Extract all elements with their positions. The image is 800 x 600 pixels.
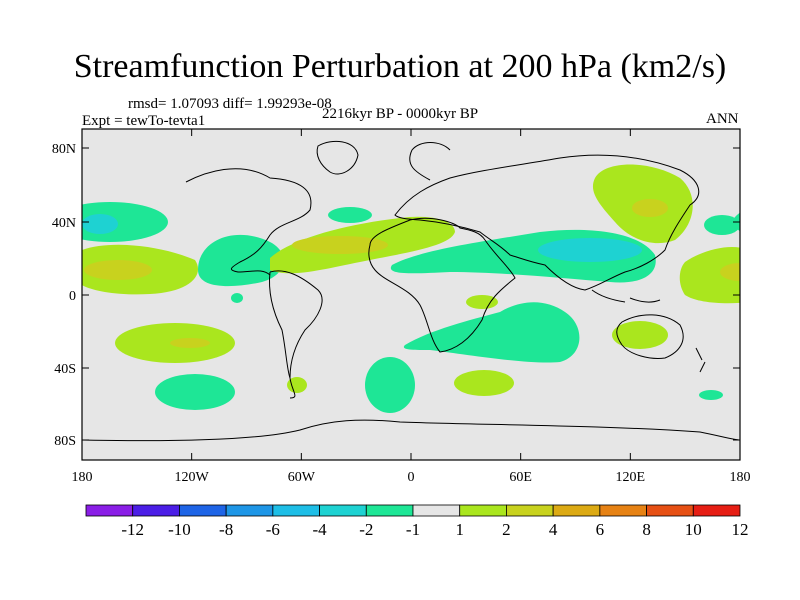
colorbar-swatch <box>459 504 507 517</box>
lon-tick-label: 120E <box>616 470 646 485</box>
lon-tick-label: 180 <box>72 470 93 485</box>
colorbar-swatch <box>365 504 414 517</box>
colorbar-label: 6 <box>596 520 605 539</box>
colorbar-swatch <box>132 504 180 517</box>
coastlines <box>82 140 740 442</box>
colorbar-label: -1 <box>406 520 420 539</box>
colorbar-swatch <box>646 504 694 517</box>
anomaly-fill-layer <box>82 164 740 413</box>
colorbar-swatch <box>692 504 741 517</box>
colorbar-swatch <box>412 504 461 517</box>
negative-anomaly-cores <box>82 214 642 262</box>
lon-tick-label: 60E <box>509 470 532 485</box>
colorbar-swatch <box>319 504 367 517</box>
colorbar-swatch <box>552 504 601 517</box>
rmsd-stats: rmsd= 1.07093 diff= 1.99293e-08 <box>128 96 332 112</box>
time-period: 2216kyr BP - 0000kyr BP <box>322 106 479 122</box>
experiment-label: Expt = tewTo-tevta1 <box>82 113 206 129</box>
lon-tick-label: 60W <box>288 470 316 485</box>
lat-tick-label: 40S <box>54 362 76 377</box>
colorbar-label: 1 <box>455 520 464 539</box>
plot-title: Streamfunction Perturbation at 200 hPa (… <box>73 48 727 85</box>
colorbar-label: 4 <box>549 520 558 539</box>
colorbar-swatch <box>506 504 554 517</box>
colorbar-label: -10 <box>168 520 191 539</box>
colorbar-label: 12 <box>732 520 749 539</box>
colorbar-swatch <box>179 504 227 517</box>
colorbar-swatch <box>85 504 134 517</box>
colorbar-swatch <box>225 504 274 517</box>
positive-anomaly-cores <box>84 199 740 348</box>
colorbar-label: 8 <box>642 520 651 539</box>
lon-tick-label: 180 <box>730 470 751 485</box>
colorbar-label: 2 <box>502 520 511 539</box>
colorbar-label: -12 <box>121 520 144 539</box>
lat-tick-label: 80S <box>54 434 76 449</box>
lon-tick-label: 120W <box>175 470 210 485</box>
colorbar: -12 -10 -8 -6 -4 -2 -1 1 2 4 6 8 10 12 <box>85 504 749 539</box>
axis-ticks <box>81 129 741 460</box>
colorbar-swatch <box>272 504 320 517</box>
colorbar-label: -2 <box>359 520 373 539</box>
lat-tick-label: 40N <box>52 216 76 231</box>
season-label: ANN <box>706 111 739 127</box>
lat-tick-label: 0 <box>69 289 76 304</box>
colorbar-label: -4 <box>312 520 327 539</box>
colorbar-swatch <box>599 504 647 517</box>
colorbar-label: -6 <box>266 520 280 539</box>
lon-tick-label: 0 <box>408 470 415 485</box>
axis-labels: 80N 40N 0 40S 80S 180 120W 60W 0 60E 120E 180 <box>52 142 751 485</box>
colorbar-label: 10 <box>685 520 702 539</box>
lat-tick-label: 80N <box>52 142 76 157</box>
colorbar-label: -8 <box>219 520 233 539</box>
